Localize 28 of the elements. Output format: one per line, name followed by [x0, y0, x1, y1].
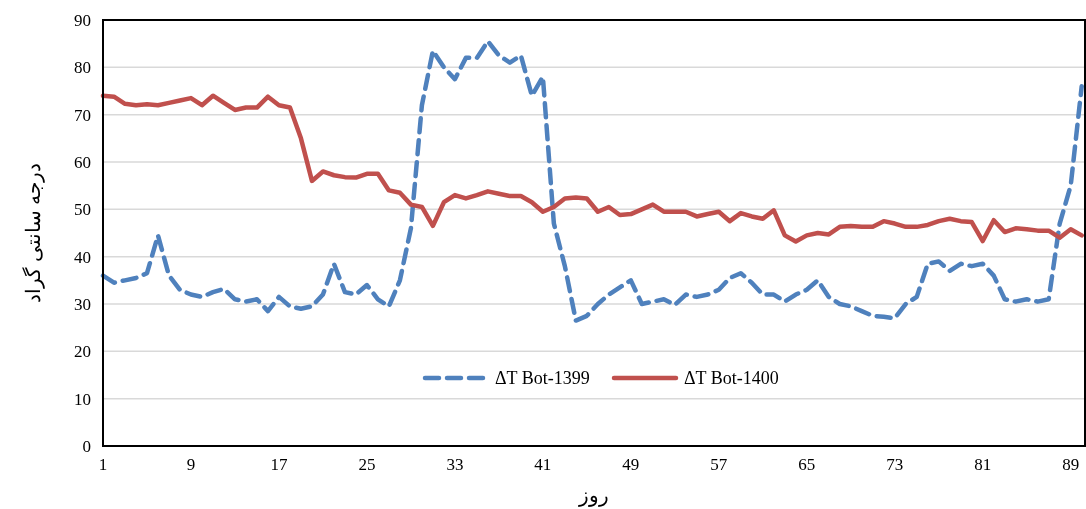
x-tick-label: 33 — [446, 455, 464, 474]
x-tick-label: 1 — [98, 455, 108, 474]
x-tick-label: 49 — [622, 455, 640, 474]
y-tick-label: 40 — [74, 247, 91, 267]
y-tick-label: 50 — [74, 200, 91, 220]
y-tick-label: 70 — [74, 105, 91, 125]
x-tick-label: 73 — [886, 455, 904, 474]
x-tick-label: 81 — [974, 455, 992, 474]
y-tick-label: 20 — [74, 342, 91, 362]
y-tick-label: 80 — [74, 58, 91, 78]
x-tick-label: 57 — [710, 455, 728, 474]
x-axis-title: روز — [578, 484, 609, 507]
x-tick-label: 41 — [534, 455, 552, 474]
y-tick-label: 10 — [74, 389, 91, 409]
y-tick-label: 90 — [74, 11, 91, 30]
legend-label: ΔT Bot-1400 — [684, 368, 779, 388]
x-tick-label: 17 — [270, 455, 288, 474]
y-tick-label: 30 — [74, 295, 91, 314]
y-axis-title: درجه سانتی گراد — [22, 163, 45, 303]
y-tick-label: 60 — [74, 153, 91, 172]
x-tick-label: 65 — [798, 455, 816, 474]
x-tick-label: 89 — [1062, 455, 1080, 474]
x-tick-label: 9 — [186, 455, 196, 474]
legend-label: ΔT Bot-1399 — [495, 368, 590, 388]
y-tick-label: 0 — [82, 437, 91, 456]
line-series — [100, 39, 1084, 323]
x-tick-label: 25 — [358, 455, 376, 474]
line-series — [100, 93, 1084, 244]
